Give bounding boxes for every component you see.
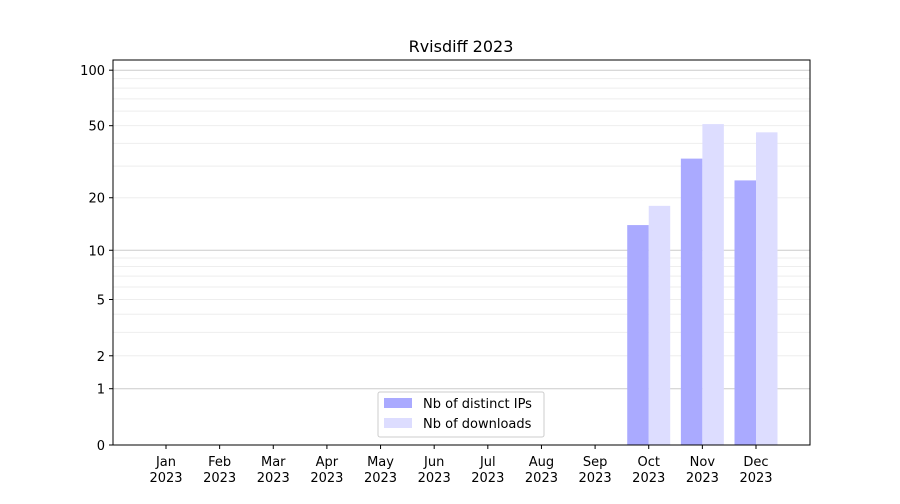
- y-tick-label: 20: [88, 192, 105, 207]
- x-tick-label: Jul: [479, 455, 496, 470]
- y-tick-label: 100: [80, 64, 105, 79]
- x-tick-label: Nov: [690, 455, 716, 470]
- x-tick-label: 2023: [257, 471, 290, 486]
- y-tick-label: 10: [88, 244, 105, 259]
- bar: [648, 205, 671, 445]
- bar: [627, 225, 649, 445]
- y-tick-label: 1: [97, 383, 105, 398]
- grid: [113, 69, 810, 390]
- legend-label: Nb of distinct IPs: [423, 397, 532, 412]
- bar: [734, 180, 756, 446]
- y-tick-label: 50: [88, 120, 105, 135]
- x-tick-label: Jun: [423, 455, 444, 470]
- y-axis: 0 1 2 5 10 20 50 100: [80, 64, 113, 454]
- x-tick-label: 2023: [632, 471, 665, 486]
- legend-swatch: [384, 398, 412, 408]
- x-tick-label: 2023: [149, 471, 182, 486]
- x-tick-label: 2023: [471, 471, 504, 486]
- x-tick-label: 2023: [203, 471, 236, 486]
- x-tick-label: 2023: [310, 471, 343, 486]
- x-tick-label: Sep: [583, 455, 608, 470]
- legend-label: Nb of downloads: [423, 417, 532, 432]
- x-tick-label: 2023: [525, 471, 558, 486]
- x-tick-label: 2023: [686, 471, 719, 486]
- bar: [756, 132, 778, 446]
- x-tick-label: Apr: [316, 455, 339, 470]
- chart-title: Rvisdiff 2023: [409, 37, 514, 56]
- x-tick-label: Aug: [529, 455, 554, 470]
- plot-frame: [112, 59, 811, 446]
- x-axis: Jan2023Feb2023Mar2023Apr2023May2023Jun20…: [149, 445, 773, 486]
- x-tick-label: Mar: [261, 455, 286, 470]
- bar: [680, 158, 703, 445]
- x-tick-label: 2023: [579, 471, 612, 486]
- legend: Nb of distinct IPs Nb of downloads: [377, 391, 545, 438]
- y-tick-label: 2: [97, 350, 105, 365]
- y-tick-label: 0: [97, 439, 105, 454]
- bar: [702, 124, 724, 446]
- x-tick-label: 2023: [418, 471, 451, 486]
- x-tick-label: May: [367, 455, 394, 470]
- x-tick-label: 2023: [739, 471, 772, 486]
- x-tick-label: Dec: [743, 455, 768, 470]
- y-tick-label: 5: [97, 293, 105, 308]
- x-tick-label: Feb: [208, 455, 231, 470]
- x-tick-label: 2023: [364, 471, 397, 486]
- x-tick-label: Oct: [637, 455, 659, 470]
- x-tick-label: Jan: [155, 455, 176, 470]
- bars: [627, 124, 778, 446]
- legend-swatch: [384, 418, 412, 428]
